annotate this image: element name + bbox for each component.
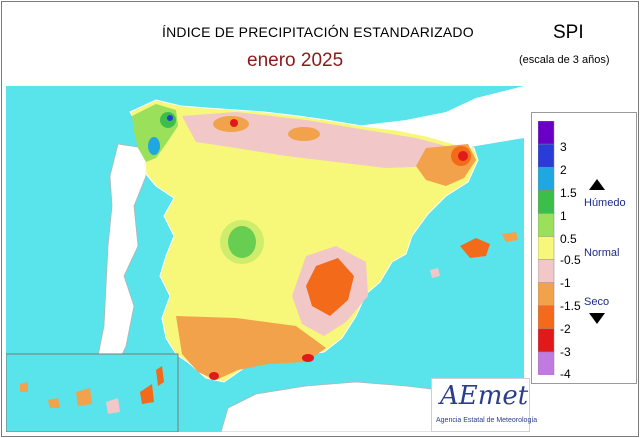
legend-swatch-4 (538, 213, 555, 238)
cantabria-dry (288, 127, 320, 141)
legend-tick-neg-0-5: -0.5 (560, 253, 581, 267)
galicia-dark-blue (167, 115, 173, 121)
legend-swatch-6 (538, 259, 555, 284)
legend: 3 2 1.5 1 0.5 -0.5 -1 -1.5 -2 -3 -4 Húme… (531, 112, 637, 384)
mallorca (460, 238, 490, 258)
legend-tick-neg-1: -1 (560, 276, 571, 290)
category-dry: Seco (584, 296, 610, 308)
canary-island-2 (140, 384, 154, 404)
figure-title: ÍNDICE DE PRECIPITACIÓN ESTANDARIZADO (162, 24, 474, 40)
category-wet: Húmedo (584, 197, 626, 209)
france (256, 86, 524, 152)
galicia-blue (148, 137, 160, 155)
canary-island-1 (156, 366, 164, 386)
legend-tick-0-5: 0.5 (560, 232, 577, 246)
aemet-logo: AEmet Agencia Estatal de Meteorología (431, 378, 537, 432)
legend-swatch-5 (538, 236, 555, 261)
legend-swatch-8 (538, 305, 555, 330)
legend-tick-neg-4: -4 (560, 367, 571, 381)
legend-swatch-0 (538, 121, 555, 145)
southeast-very-dry (306, 258, 354, 316)
legend-swatch-10 (538, 351, 555, 375)
category-normal: Normal (584, 247, 620, 259)
legend-tick-3: 3 (560, 140, 567, 154)
canary-island-6 (20, 382, 28, 392)
legend-colorbar (538, 121, 555, 375)
central-light-green (220, 220, 264, 264)
legend-swatch-1 (538, 143, 555, 168)
andalusia-dry (176, 316, 326, 380)
canary-island-5 (48, 398, 60, 408)
spi-label: SPI (553, 22, 584, 43)
canary-island-4 (76, 388, 92, 406)
catalonia-red (458, 151, 468, 161)
cadiz-red (209, 372, 219, 380)
legend-tick-neg-3: -3 (560, 345, 571, 359)
legend-tick-1: 1 (560, 209, 567, 223)
legend-tick-1-5: 1.5 (560, 186, 577, 200)
menorca (502, 232, 518, 242)
legend-tick-neg-1-5: -1.5 (560, 299, 581, 313)
malaga-red (302, 354, 314, 362)
scale-note: (escala de 3 años) (519, 54, 610, 66)
legend-swatch-3 (538, 190, 555, 215)
legend-swatch-2 (538, 166, 555, 192)
wet-arrow-icon (589, 179, 605, 190)
spi-map (6, 86, 524, 432)
legend-tick-neg-2: -2 (560, 322, 571, 336)
logo-word: AEmet (440, 381, 529, 411)
asturias-red (230, 119, 238, 127)
spain-mainland (129, 99, 479, 383)
canary-island-3 (106, 398, 120, 414)
legend-swatch-9 (538, 328, 555, 353)
legend-tick-2: 2 (560, 163, 567, 177)
dry-arrow-icon (589, 313, 605, 324)
logo-subtitle: Agencia Estatal de Meteorología (436, 417, 538, 424)
central-wet-green (228, 226, 256, 258)
ibiza (430, 268, 440, 278)
legend-swatch-7 (538, 282, 555, 307)
figure-month: enero 2025 (247, 50, 344, 71)
